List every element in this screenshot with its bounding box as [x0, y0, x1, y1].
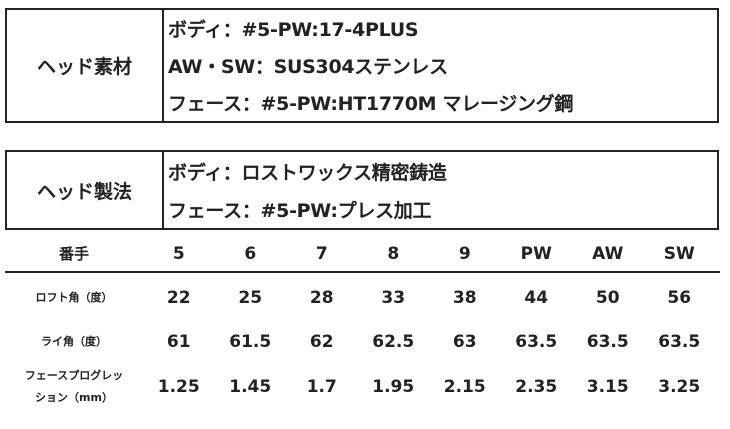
row-label-line: フェースプログレッ: [24, 369, 124, 382]
header-label: 番手: [58, 244, 89, 263]
table-cell: 63.5: [658, 332, 701, 352]
table-cell: 56: [667, 288, 692, 308]
table-cell: 2.15: [443, 377, 486, 397]
header-cell: 7: [315, 243, 328, 264]
table-cell: 1.25: [157, 377, 200, 397]
header-cell: 6: [244, 243, 257, 264]
header-cell: 5: [172, 243, 185, 264]
table-cell: 28: [309, 288, 334, 308]
row-label: フェースプログレッ ション（mm）: [5, 365, 143, 409]
head-material-label: ヘッド素材: [7, 10, 164, 121]
spec-table: 番手 5 6 7 8 9 PW AW SW ロフト角（度） 22 25 28 3…: [5, 236, 720, 413]
method-line: フェース：#5-PW:プレス加工: [168, 199, 432, 222]
table-cell: 61: [166, 332, 191, 352]
material-line: ボディ：#5-PW:17-4PLUS: [168, 19, 419, 41]
table-cell: 63: [452, 332, 477, 352]
material-line: フェース：#5-PW:HT1770M マレージング鋼: [168, 93, 574, 115]
method-line: ボディ：ロストワックス精密鋳造: [168, 161, 447, 184]
table-cell: 50: [595, 288, 620, 308]
header-cell: SW: [663, 243, 695, 264]
spec-header-row: 番手 5 6 7 8 9 PW AW SW: [5, 236, 720, 273]
table-cell: 3.25: [658, 377, 701, 397]
table-cell: 22: [166, 288, 191, 308]
table-cell: 1.95: [372, 377, 415, 397]
table-cell: 3.15: [586, 377, 629, 397]
table-cell: 62: [309, 332, 334, 352]
table-cell: 2.35: [515, 377, 558, 397]
material-line: AW・SW：SUS304ステンレス: [168, 56, 448, 78]
head-method-label: ヘッド製法: [7, 152, 164, 228]
header-cell: 9: [458, 243, 471, 264]
table-cell: 33: [381, 288, 406, 308]
table-cell: 61.5: [229, 332, 272, 352]
header-cell: PW: [520, 243, 552, 264]
table-cell: 44: [524, 288, 549, 308]
table-cell: 25: [238, 288, 263, 308]
header-cell: 8: [387, 243, 400, 264]
row-label-line: ション（mm）: [35, 391, 113, 404]
row-label: ロフト角（度）: [35, 291, 113, 304]
table-cell: 62.5: [372, 332, 415, 352]
table-cell: 1.7: [306, 377, 337, 397]
table-row: ロフト角（度） 22 25 28 33 38 44 50 56: [5, 273, 720, 323]
table-row: ライ角（度） 61 61.5 62 62.5 63 63.5 63.5 63.5: [5, 323, 720, 361]
head-method-box: ヘッド製法 ボディ：ロストワックス精密鋳造 フェース：#5-PW:プレス加工: [5, 150, 719, 230]
table-row: フェースプログレッ ション（mm） 1.25 1.45 1.7 1.95 2.1…: [5, 361, 720, 413]
header-cell: AW: [592, 243, 624, 264]
table-cell: 38: [452, 288, 477, 308]
table-cell: 63.5: [515, 332, 558, 352]
row-label: ライ角（度）: [41, 335, 107, 348]
table-cell: 1.45: [229, 377, 272, 397]
head-material-box: ヘッド素材 ボディ：#5-PW:17-4PLUS AW・SW：SUS304ステン…: [5, 8, 719, 123]
table-cell: 63.5: [586, 332, 629, 352]
